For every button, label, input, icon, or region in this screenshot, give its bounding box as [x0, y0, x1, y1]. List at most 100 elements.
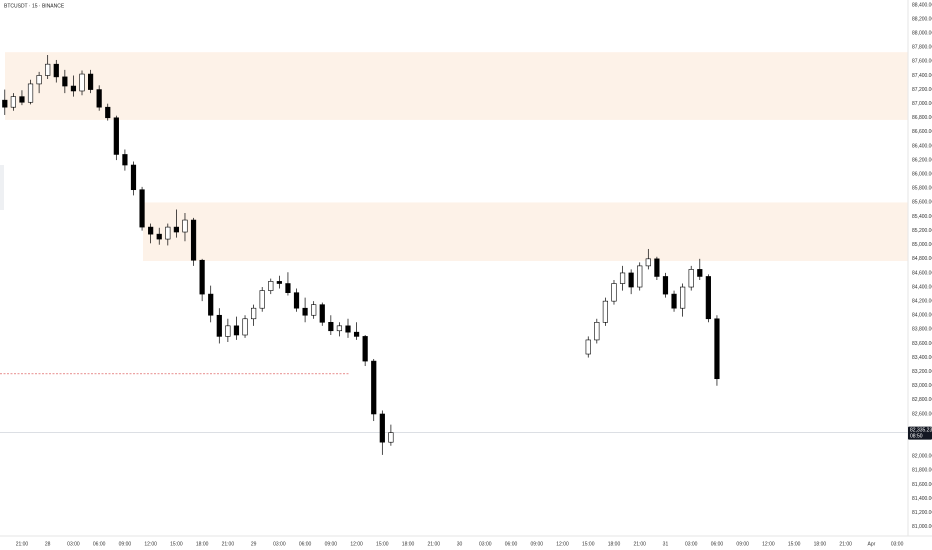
y-tick-label: 82,800.00	[912, 397, 932, 403]
candle-body	[319, 304, 325, 323]
candle-body	[697, 269, 703, 277]
x-tick-label: 31	[663, 541, 669, 547]
candle-body	[251, 307, 257, 320]
x-tick-label: 28	[45, 541, 51, 547]
candle-body	[36, 75, 42, 85]
y-tick-label: 86,200.00	[912, 157, 932, 163]
candle-body	[2, 99, 8, 108]
y-tick-label: 83,600.00	[912, 341, 932, 347]
x-tick-label: 18:00	[402, 541, 415, 547]
x-tick-label: 15:00	[582, 541, 595, 547]
x-tick-label: 29	[251, 541, 257, 547]
candle-body	[233, 325, 240, 336]
candle-body	[96, 89, 102, 108]
x-tick-label: 06:00	[505, 541, 518, 547]
candle-body	[285, 283, 291, 293]
x-tick-label: 12:00	[350, 541, 363, 547]
candle-body	[611, 283, 617, 302]
x-tick-label: 21:00	[16, 541, 29, 547]
candle-body	[594, 322, 600, 341]
candle-body	[10, 96, 16, 108]
candle-body	[302, 307, 308, 316]
x-tick-label: 12:00	[556, 541, 569, 547]
candle-body	[645, 258, 651, 267]
candle-body	[165, 226, 171, 240]
supply-zone	[5, 52, 908, 120]
y-tick-label: 84,400.00	[912, 284, 932, 290]
candle-body	[79, 73, 85, 92]
candle-body	[113, 117, 119, 155]
y-tick-label: 81,600.00	[912, 482, 932, 488]
x-tick-label: 30	[457, 541, 463, 547]
y-tick-label: 86,000.00	[912, 172, 932, 178]
y-tick-label: 87,800.00	[912, 45, 932, 51]
candle-body	[268, 281, 274, 291]
zones	[5, 52, 908, 261]
candle-body	[199, 259, 205, 295]
y-tick-label: 83,400.00	[912, 355, 932, 361]
y-tick-label: 83,000.00	[912, 383, 932, 389]
x-tick-label: 15:00	[376, 541, 389, 547]
candle-body	[242, 318, 248, 336]
x-tick-label: 12:00	[144, 541, 157, 547]
candle-body	[259, 290, 265, 309]
y-tick-label: 86,400.00	[912, 143, 932, 149]
candle-body	[27, 83, 34, 103]
y-tick-label: 84,800.00	[912, 256, 932, 262]
candle-body	[122, 154, 128, 166]
candle-body	[45, 63, 51, 76]
x-tick-label: 18:00	[814, 541, 827, 547]
x-tick-label: 09:00	[325, 541, 338, 547]
y-tick-label: 85,400.00	[912, 214, 932, 220]
candle-body	[156, 233, 162, 240]
y-tick-label: 85,200.00	[912, 228, 932, 234]
y-tick-label: 87,200.00	[912, 87, 932, 93]
candle-body	[714, 318, 720, 380]
candle-body	[182, 219, 188, 233]
candle-body	[328, 322, 334, 332]
x-tick-label: 12:00	[762, 541, 775, 547]
y-tick-label: 84,000.00	[912, 313, 932, 319]
y-tick-label: 83,800.00	[912, 327, 932, 333]
x-tick-label: 09:00	[736, 541, 749, 547]
y-tick-label: 82,600.00	[912, 411, 932, 417]
x-tick-label: 21:00	[633, 541, 646, 547]
candle-body	[654, 258, 660, 277]
candle-body	[336, 325, 343, 332]
y-tick-label: 81,800.00	[912, 468, 932, 474]
candle-body	[680, 286, 686, 309]
x-tick-label: 03:00	[685, 541, 698, 547]
countdown: 08:50	[910, 433, 923, 439]
candle-body	[130, 164, 137, 191]
candle-body	[276, 281, 282, 284]
candle-body	[70, 85, 77, 92]
candle-body	[53, 63, 59, 78]
candle-body	[139, 189, 145, 228]
x-tick-label: 09:00	[531, 541, 544, 547]
x-tick-label: 06:00	[93, 541, 106, 547]
y-tick-label: 82,000.00	[912, 454, 932, 460]
candle-body	[379, 413, 385, 443]
side-handle[interactable]	[0, 165, 4, 210]
y-tick-label: 88,200.00	[912, 16, 932, 22]
candle-body	[190, 219, 197, 261]
candle-body	[388, 432, 394, 443]
x-tick-label: 03:00	[273, 541, 286, 547]
supply-zone	[143, 202, 908, 261]
candle-body	[311, 304, 317, 316]
candle-body	[208, 293, 214, 316]
x-tick-label: 06:00	[711, 541, 724, 547]
y-tick-label: 81,000.00	[912, 524, 932, 530]
price-box	[908, 426, 932, 440]
candle-body	[671, 293, 677, 309]
candle-body	[293, 292, 300, 309]
candle-body	[662, 276, 669, 295]
candle-body	[345, 325, 351, 333]
candle-body	[362, 336, 368, 362]
candle-body	[585, 339, 591, 355]
y-tick-label: 86,600.00	[912, 129, 932, 135]
x-tick-label: 03:00	[67, 541, 80, 547]
candle-body	[353, 331, 360, 337]
